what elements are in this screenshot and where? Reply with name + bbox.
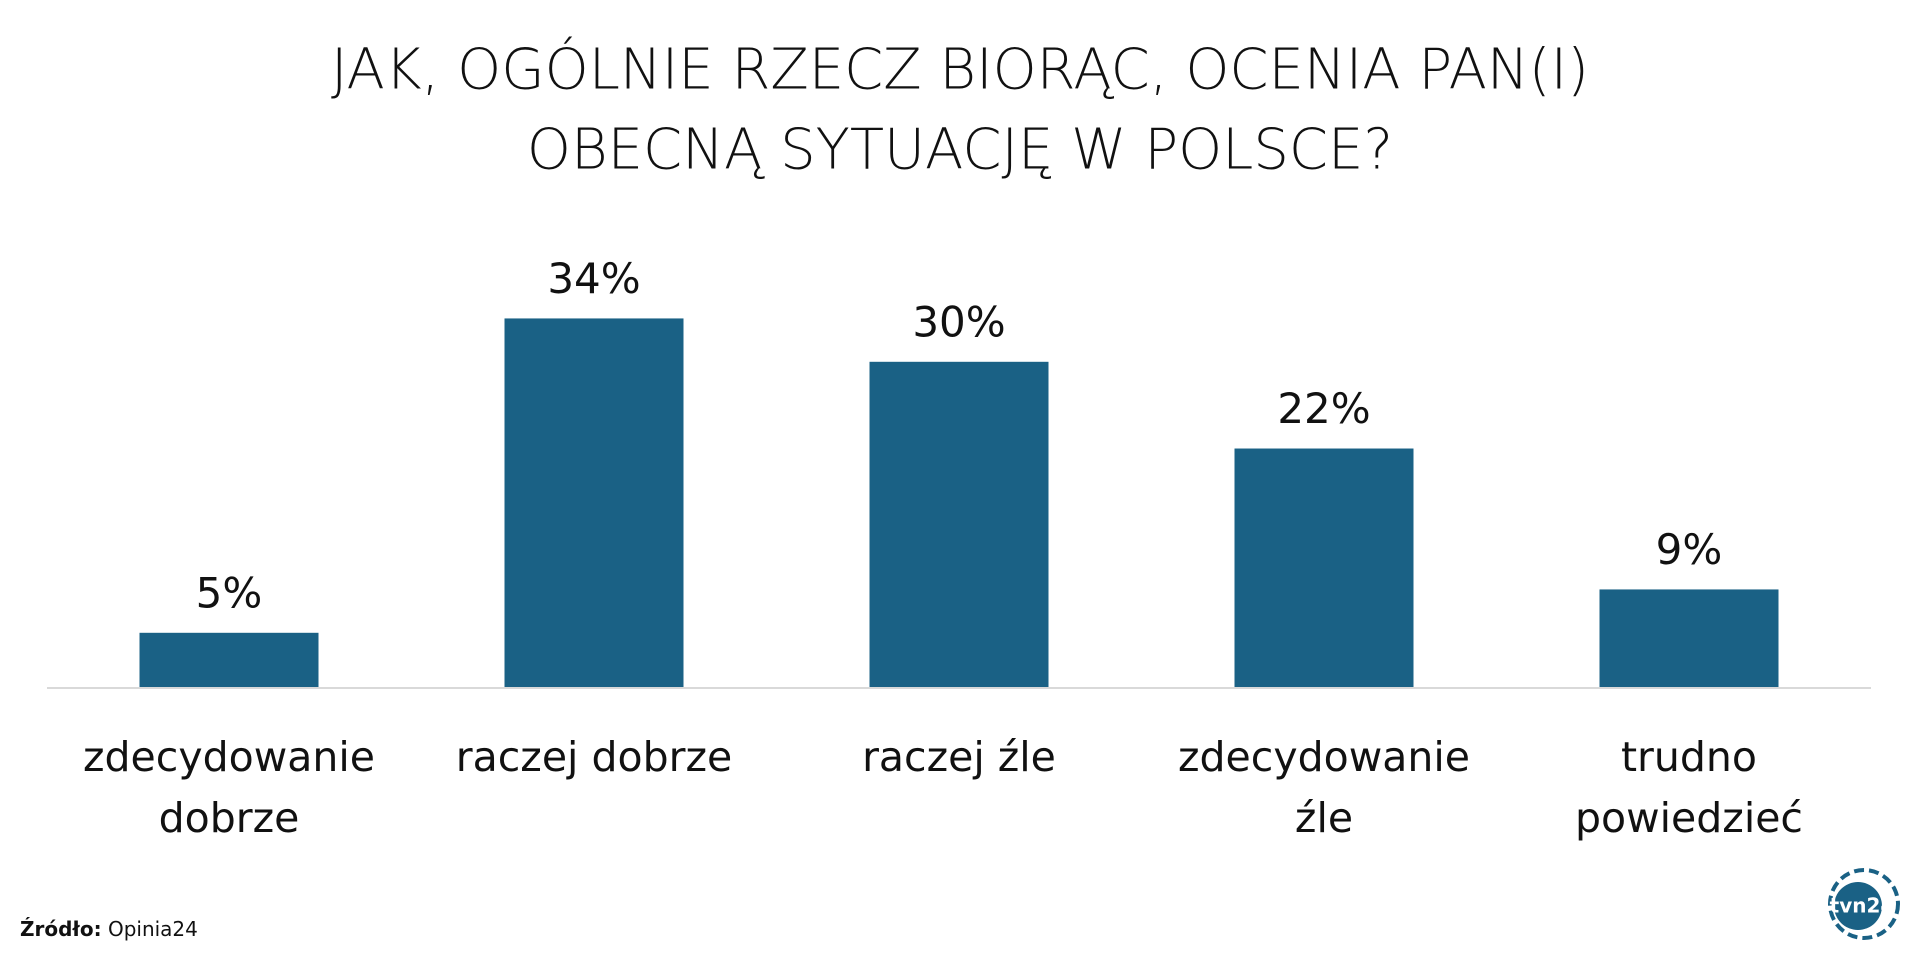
source-label: Źródło: (20, 917, 102, 941)
x-tick-label: zdecydowanie dobrze (83, 733, 375, 842)
x-tick-label: zdecydowanie źle (1178, 733, 1470, 842)
logo: tvn24 (1828, 868, 1900, 940)
chart-title: JAK, OGÓLNIE RZECZ BIORĄC, OCENIA PAN(I) (331, 37, 1589, 102)
bar (504, 318, 684, 687)
source: Źródło: Opinia24 (20, 917, 198, 941)
logo-disc (1834, 882, 1882, 930)
bar (1599, 589, 1779, 687)
value-label: 22% (1277, 384, 1370, 433)
value-label: 9% (1656, 525, 1723, 574)
bar (869, 361, 1049, 687)
x-tick-label: raczej dobrze (455, 733, 733, 781)
bar (1234, 448, 1414, 687)
x-tick-label: raczej źle (862, 733, 1056, 781)
x-tick-label: trudno powiedzieć (1575, 733, 1803, 842)
logo-text: tvn24 (1830, 894, 1895, 918)
source-name: Opinia24 (107, 917, 198, 941)
bar (139, 632, 319, 687)
value-label: 34% (547, 254, 640, 303)
chart-title: OBECNĄ SYTUACJĘ W POLSCE? (527, 117, 1393, 182)
value-label: 5% (196, 568, 263, 617)
value-label: 30% (912, 297, 1005, 346)
